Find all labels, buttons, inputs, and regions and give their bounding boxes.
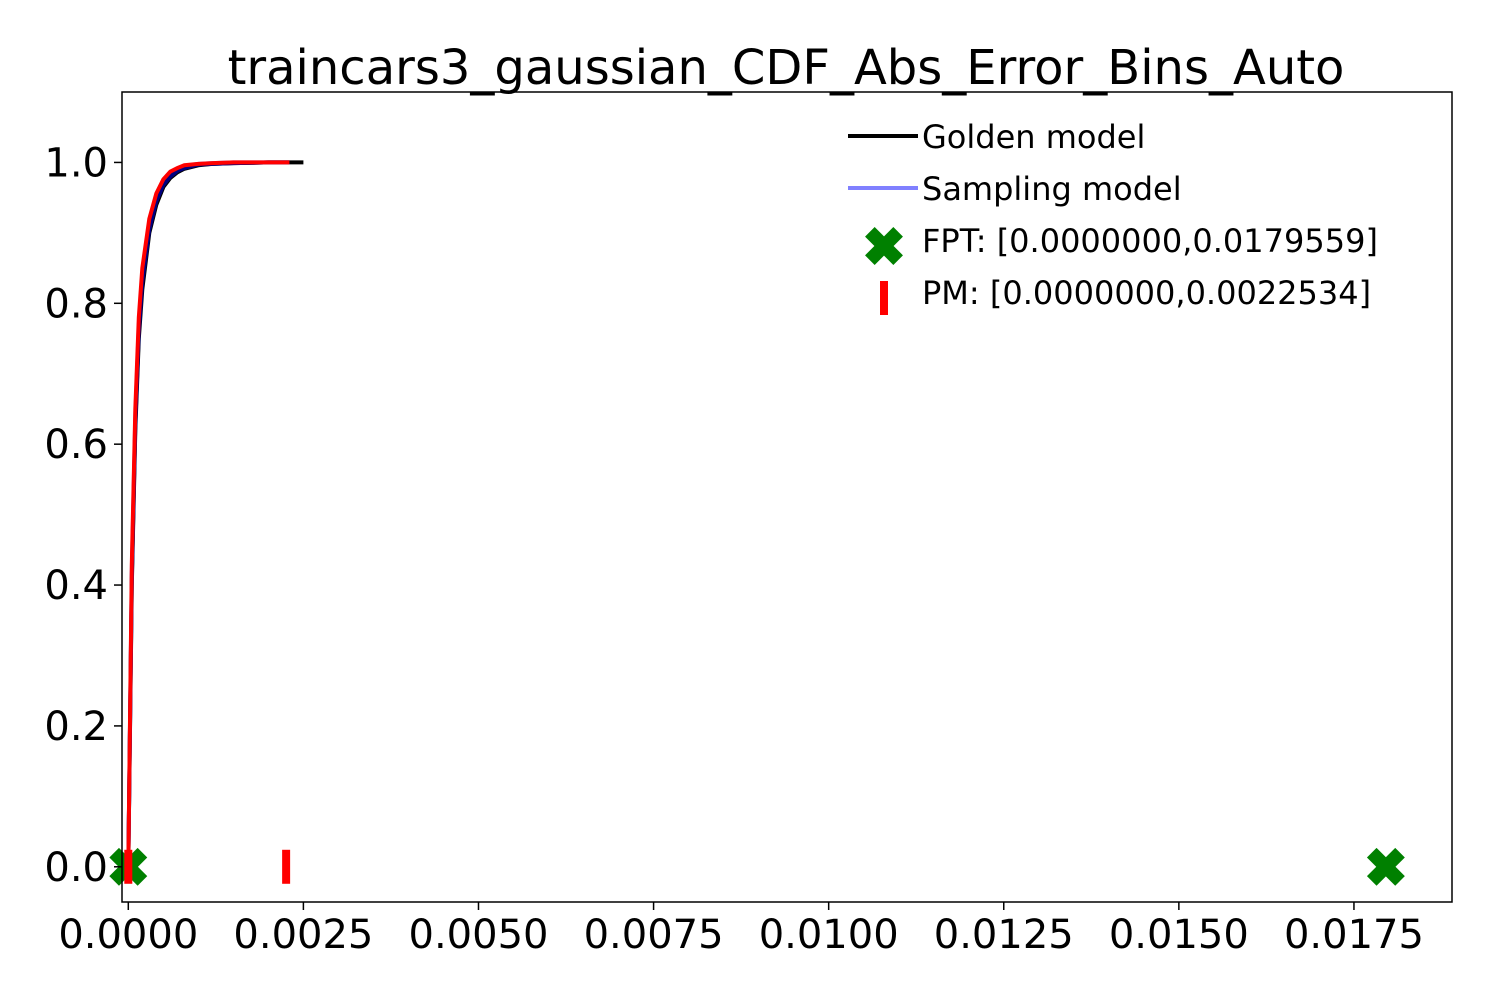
x-tick-label: 0.0025 [233, 912, 373, 958]
legend-swatch-pm [880, 281, 888, 315]
legend-label: Sampling model [922, 170, 1182, 208]
chart-title: traincars3_gaussian_CDF_Abs_Error_Bins_A… [228, 40, 1345, 96]
legend: Golden model Sampling model FPT: [0.000000… [848, 118, 1378, 315]
series-line-golden-model [126, 160, 304, 867]
overlay-curve-2 [126, 160, 290, 867]
overlay-curve-1 [126, 160, 290, 867]
x-tick-label: 0.0125 [934, 912, 1074, 958]
legend-label: Golden model [922, 118, 1145, 156]
x-tick-label: 0.0075 [584, 912, 724, 958]
legend-label: PM: [0.0000000,0.0022534] [922, 274, 1371, 312]
y-tick-label: 0.6 [44, 422, 108, 468]
plot-area [109, 160, 1405, 886]
x-tick-label: 0.0100 [759, 912, 899, 958]
y-tick-label: 1.0 [44, 140, 108, 186]
pm-marker [282, 849, 291, 884]
y-axis: 0.0 0.2 0.4 0.6 0.8 1.0 [44, 140, 122, 891]
x-tick-label: 0.0150 [1109, 912, 1249, 958]
y-tick-label: 0.8 [44, 281, 108, 327]
x-tick-label: 0.0000 [58, 912, 198, 958]
x-marker-bar [865, 227, 903, 265]
x-axis: 0.0000 0.0025 0.0050 0.0075 0.0100 0.0125 0.01… [58, 902, 1424, 958]
x-tick-label: 0.0050 [409, 912, 549, 958]
legend-swatch-fpt [865, 227, 903, 265]
axes-frame [121, 91, 1453, 903]
x-tick-label: 0.0175 [1284, 912, 1424, 958]
series-line-sampling-model [126, 160, 290, 867]
fpt-marker [1366, 847, 1405, 886]
legend-label: FPT: [0.0000000,0.0179559] [922, 222, 1378, 260]
y-tick-label: 0.4 [44, 563, 108, 609]
x-marker-bar [1366, 847, 1405, 886]
pm-marker [124, 849, 133, 884]
y-tick-label: 0.0 [44, 845, 108, 891]
y-tick-label: 0.2 [44, 704, 108, 750]
